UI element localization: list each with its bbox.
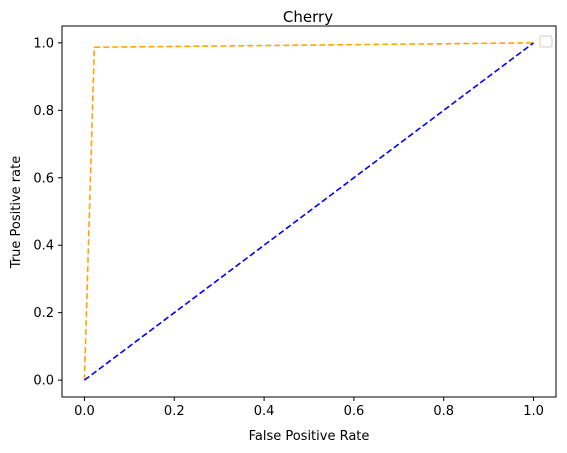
y-axis-ticks: 0.0 0.2 0.4 0.6 0.8 1.0 [33,36,62,389]
x-tick-label: 1.0 [523,404,544,419]
x-tick-label: 0.4 [254,404,275,419]
series-line-1 [83,42,534,381]
y-tick-label: 0.8 [33,104,54,119]
chart-title: Cherry [283,8,333,26]
series-layer [83,42,535,381]
series-line-2 [83,42,535,381]
x-tick-label: 0.2 [164,404,185,419]
legend-box [539,35,553,48]
x-tick-label: 0.8 [433,404,454,419]
y-tick-label: 1.0 [33,36,54,51]
x-tick-label: 0.6 [344,404,365,419]
y-axis-label: True Positive rate [9,156,24,269]
y-tick-label: 0.4 [33,239,54,254]
x-tick-label: 0.0 [74,404,95,419]
y-tick-label: 0.0 [33,374,54,389]
y-tick-label: 0.6 [33,171,54,186]
plot-frame [61,25,557,398]
x-axis-label: False Positive Rate [249,429,370,444]
x-axis-ticks: 0.0 0.2 0.4 0.6 0.8 1.0 [74,397,544,419]
y-tick-label: 0.2 [33,306,54,321]
